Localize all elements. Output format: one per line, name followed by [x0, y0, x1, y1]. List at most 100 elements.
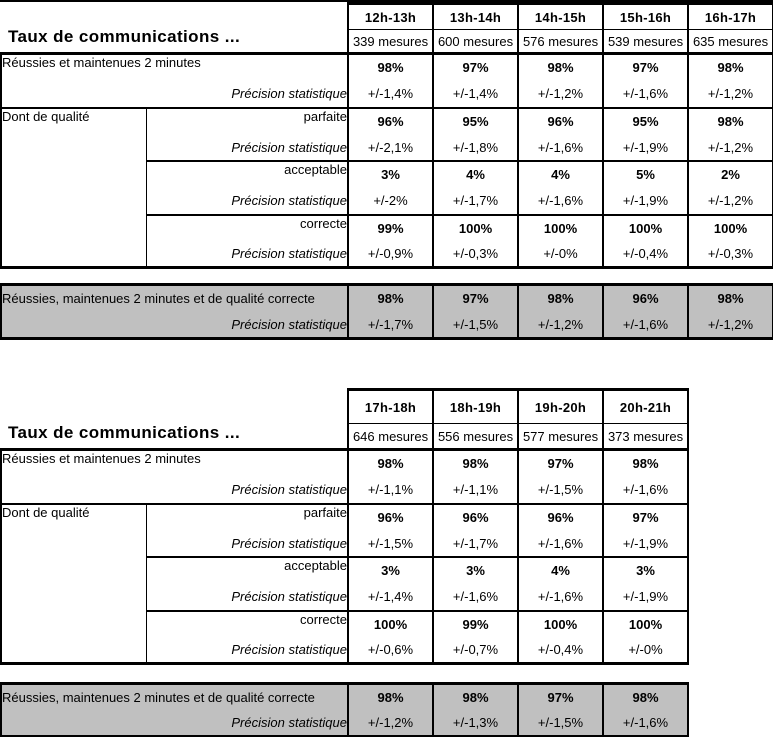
t1-acceptable-value-3: 5% [602, 159, 690, 188]
t1-reussies-prec-3: +/-1,6% [602, 80, 690, 108]
table1-title: Taux de communications ... [8, 27, 241, 46]
s1-precision-label: Précision statistique [0, 311, 348, 340]
s2-precision-label: Précision statistique [0, 710, 348, 737]
rates-table-afternoon: Taux de communications ... 12h-13h 13h-1… [0, 2, 773, 269]
t1-parfaite-prec-2: +/-1,6% [517, 134, 605, 161]
t1-parfaite-prec-1: +/-1,8% [432, 134, 520, 161]
t2-acceptable-value-1: 3% [432, 555, 520, 584]
t1-reussies-value-0: 98% [347, 52, 435, 81]
t2-correcte-prec-1: +/-0,7% [432, 637, 520, 665]
t2-mesures-1: 556 mesures [432, 423, 520, 451]
s1-prec-0: +/-1,7% [347, 311, 434, 340]
t2-acceptable-value-3: 3% [602, 555, 690, 584]
t2-reussies-prec-0: +/-1,1% [347, 476, 435, 504]
t2-parfaite-prec-0: +/-1,5% [347, 530, 435, 557]
t2-reussies-value-2: 97% [517, 448, 605, 477]
s1-value-4: 98% [687, 283, 773, 312]
t2-correcte-value-2: 100% [517, 609, 605, 638]
t1-parfaite-precision-label: Précision statistique [145, 134, 350, 161]
s1-prec-3: +/-1,6% [602, 311, 689, 340]
t2-correcte-value-1: 99% [432, 609, 520, 638]
t2-reussies-precision-label: Précision statistique [0, 476, 349, 504]
t2-correcte-value-3: 100% [602, 609, 690, 638]
t1-correcte-prec-4: +/-0,3% [687, 241, 773, 269]
t1-reussies-prec-0: +/-1,4% [347, 80, 435, 108]
t2-acceptable-prec-0: +/-1,4% [347, 583, 435, 611]
table1-title-cell: Taux de communications ... [1, 3, 349, 55]
t1-correcte-value-4: 100% [687, 213, 773, 242]
t2-parfaite-precision-label: Précision statistique [145, 530, 350, 557]
t2-parfaite-value-1: 96% [432, 502, 520, 531]
t1-time-1: 13h-14h [432, 2, 520, 30]
s2-value-0: 98% [347, 682, 434, 711]
t1-reussies-precision-label: Précision statistique [0, 80, 349, 108]
t1-acceptable-value-1: 4% [432, 159, 520, 188]
t2-time-2: 19h-20h [517, 388, 605, 424]
t1-parfaite-value-3: 95% [602, 106, 690, 135]
table2-title-cell: Taux de communications ... [1, 389, 349, 451]
t1-acceptable-value-4: 2% [687, 159, 773, 188]
t2-acceptable-prec-2: +/-1,6% [517, 583, 605, 611]
t1-parfaite-prec-3: +/-1,9% [602, 134, 690, 161]
t2-row-label-reussies: Réussies et maintenues 2 minutes [0, 448, 349, 477]
s1-prec-4: +/-1,2% [687, 311, 773, 340]
s2-value-2: 97% [517, 682, 604, 711]
t1-sublabel-correcte: correcte [145, 213, 350, 242]
t1-correcte-value-1: 100% [432, 213, 520, 242]
t2-correcte-prec-0: +/-0,6% [347, 637, 435, 665]
t1-mesures-3: 539 mesures [602, 29, 690, 55]
t1-time-2: 14h-15h [517, 2, 605, 30]
t1-parfaite-value-2: 96% [517, 106, 605, 135]
t1-reussies-prec-4: +/-1,2% [687, 80, 773, 108]
t2-mesures-3: 373 mesures [602, 423, 690, 451]
t1-acceptable-prec-1: +/-1,7% [432, 187, 520, 215]
t1-sublabel-parfaite: parfaite [145, 106, 350, 135]
t2-parfaite-prec-2: +/-1,6% [517, 530, 605, 557]
t1-correcte-value-3: 100% [602, 213, 690, 242]
s2-value-1: 98% [432, 682, 519, 711]
summary-table-afternoon: Réussies, maintenues 2 minutes et de qua… [0, 283, 773, 340]
t1-time-4: 16h-17h [687, 2, 773, 30]
t1-mesures-1: 600 mesures [432, 29, 520, 55]
t2-parfaite-value-0: 96% [347, 502, 435, 531]
summary-table-evening: Réussies, maintenues 2 minutes et de qua… [0, 682, 689, 737]
t2-reussies-value-3: 98% [602, 448, 690, 477]
t1-correcte-value-0: 99% [347, 213, 435, 242]
t2-reussies-prec-3: +/-1,6% [602, 476, 690, 504]
s1-value-2: 98% [517, 283, 604, 312]
t2-acceptable-prec-1: +/-1,6% [432, 583, 520, 611]
t1-acceptable-value-2: 4% [517, 159, 605, 188]
t2-correcte-precision-label: Précision statistique [145, 637, 350, 665]
t1-correcte-prec-0: +/-0,9% [347, 241, 435, 269]
t1-correcte-precision-label: Précision statistique [145, 241, 350, 269]
t2-acceptable-value-0: 3% [347, 555, 435, 584]
t1-mesures-4: 635 mesures [687, 29, 773, 55]
t2-parfaite-prec-1: +/-1,7% [432, 530, 520, 557]
t1-time-0: 12h-13h [347, 2, 435, 30]
s1-value-3: 96% [602, 283, 689, 312]
t1-reussies-prec-2: +/-1,2% [517, 80, 605, 108]
t2-time-3: 20h-21h [602, 388, 690, 424]
t1-correcte-prec-3: +/-0,4% [602, 241, 690, 269]
s2-value-3: 98% [602, 682, 689, 711]
t1-acceptable-prec-4: +/-1,2% [687, 187, 773, 215]
t1-parfaite-value-0: 96% [347, 106, 435, 135]
t2-correcte-prec-3: +/-0% [602, 637, 690, 665]
t1-correcte-prec-1: +/-0,3% [432, 241, 520, 269]
t2-parfaite-value-3: 97% [602, 502, 690, 531]
t1-acceptable-precision-label: Précision statistique [145, 187, 350, 215]
t1-mesures-2: 576 mesures [517, 29, 605, 55]
s1-summary-label: Réussies, maintenues 2 minutes et de qua… [0, 283, 348, 312]
rates-table-evening: Taux de communications ... 17h-18h 18h-1… [0, 388, 690, 665]
t2-acceptable-prec-3: +/-1,9% [602, 583, 690, 611]
t1-acceptable-prec-2: +/-1,6% [517, 187, 605, 215]
t2-parfaite-value-2: 96% [517, 502, 605, 531]
t2-reussies-prec-2: +/-1,5% [517, 476, 605, 504]
s2-summary-label: Réussies, maintenues 2 minutes et de qua… [0, 682, 348, 711]
t2-time-1: 18h-19h [432, 388, 520, 424]
t2-mesures-2: 577 mesures [517, 423, 605, 451]
page-top-border [0, 0, 773, 2]
t1-parfaite-value-1: 95% [432, 106, 520, 135]
t2-row-label-dont: Dont de qualité [0, 502, 147, 665]
